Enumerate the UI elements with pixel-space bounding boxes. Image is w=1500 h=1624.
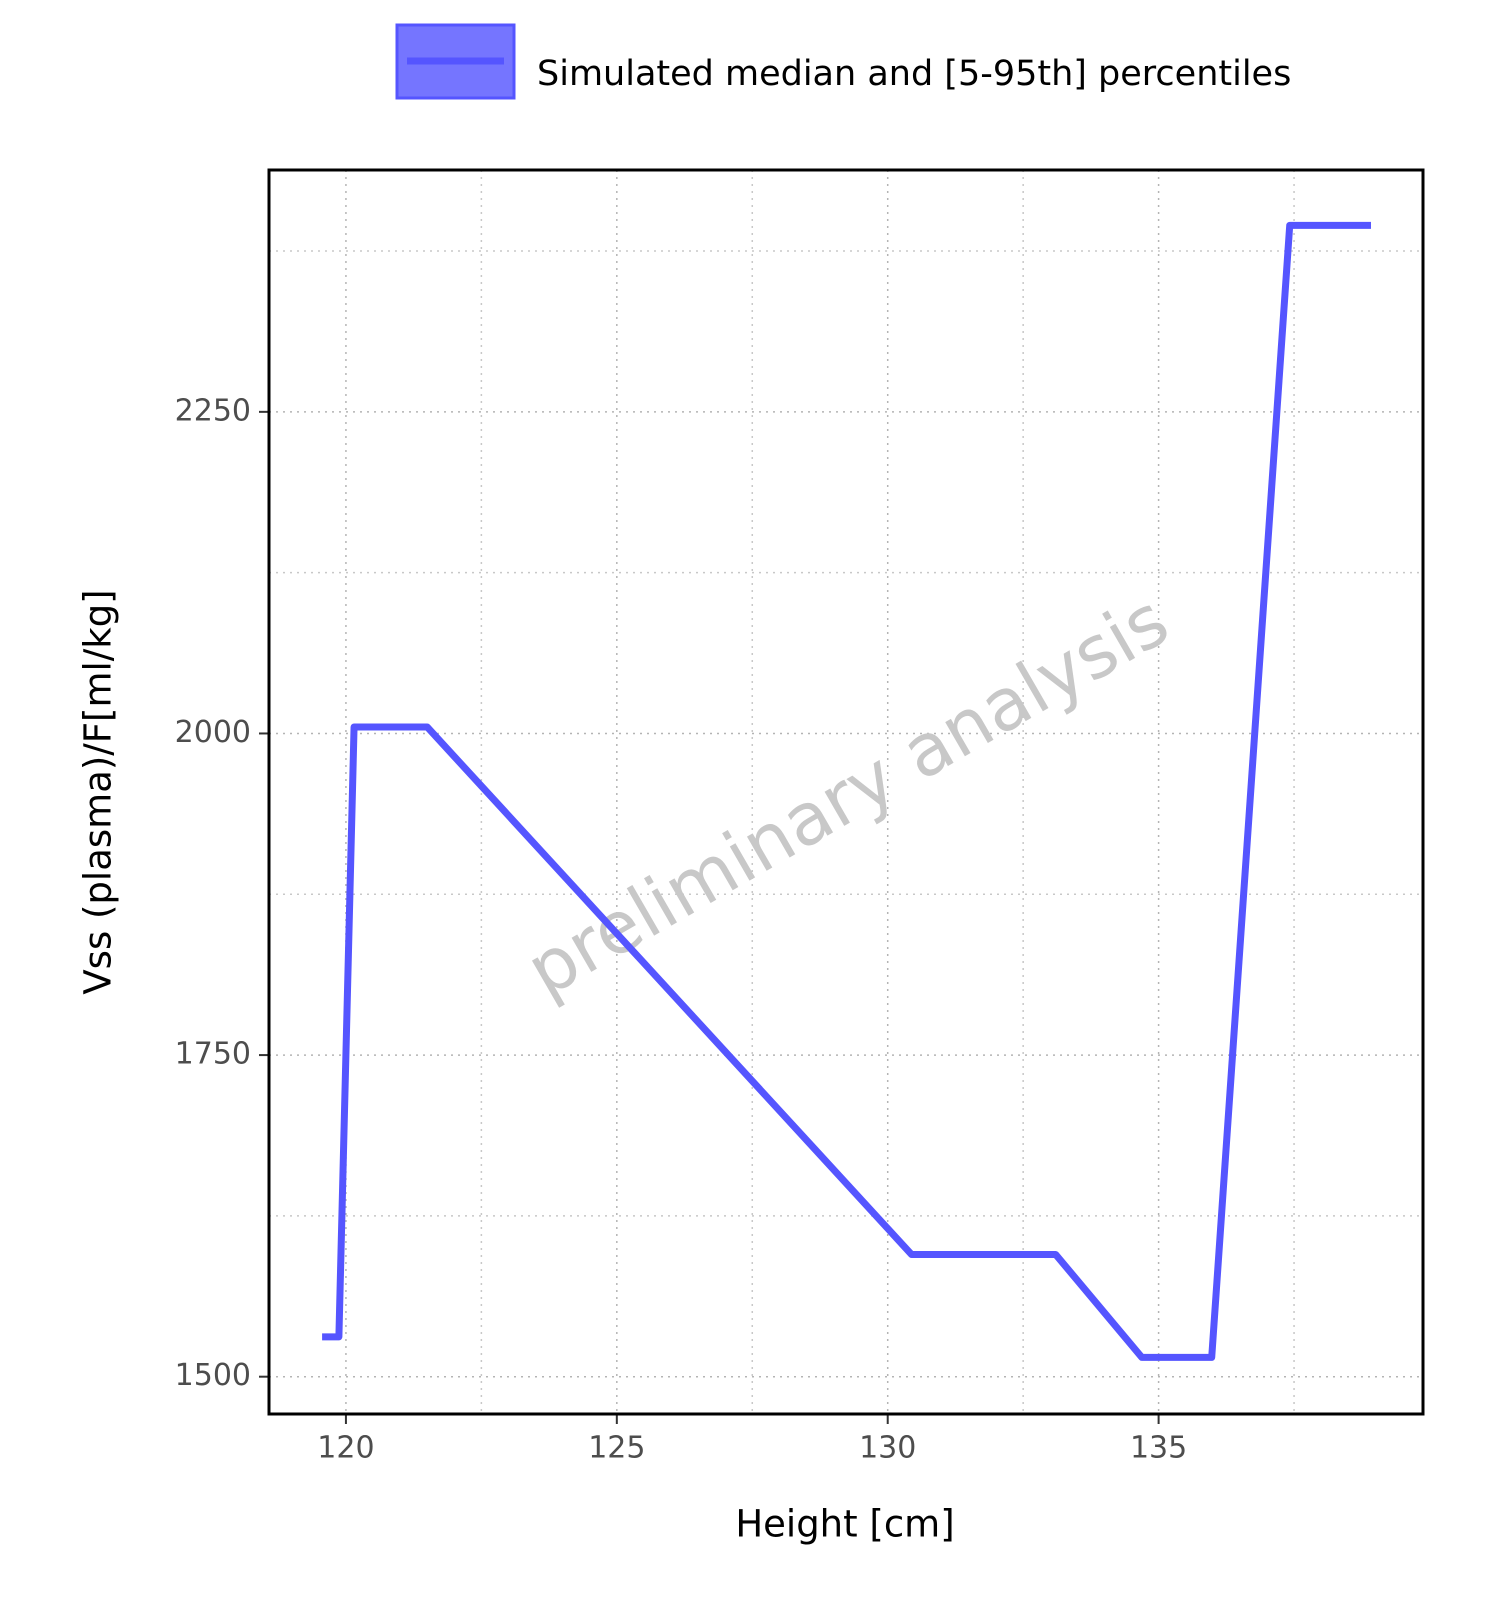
x-tick-label: 135	[1130, 1431, 1187, 1466]
x-axis-label: Height [cm]	[735, 1503, 954, 1546]
plot-frame	[267, 168, 1425, 1416]
y-tick-label: 1750	[175, 1037, 251, 1072]
y-tick-label: 2250	[175, 393, 251, 428]
x-tick-label: 125	[588, 1431, 645, 1466]
x-tick-label: 130	[859, 1431, 916, 1466]
data-line	[322, 221, 1371, 1361]
legend-label: Simulated median and [5-95th] percentile…	[537, 54, 1291, 94]
y-axis-label: Vss (plasma)/F[ml/kg]	[77, 589, 120, 994]
y-tick-label: 1500	[175, 1358, 251, 1393]
x-tick-label: 120	[317, 1431, 374, 1466]
y-tick-label: 2000	[175, 715, 251, 750]
